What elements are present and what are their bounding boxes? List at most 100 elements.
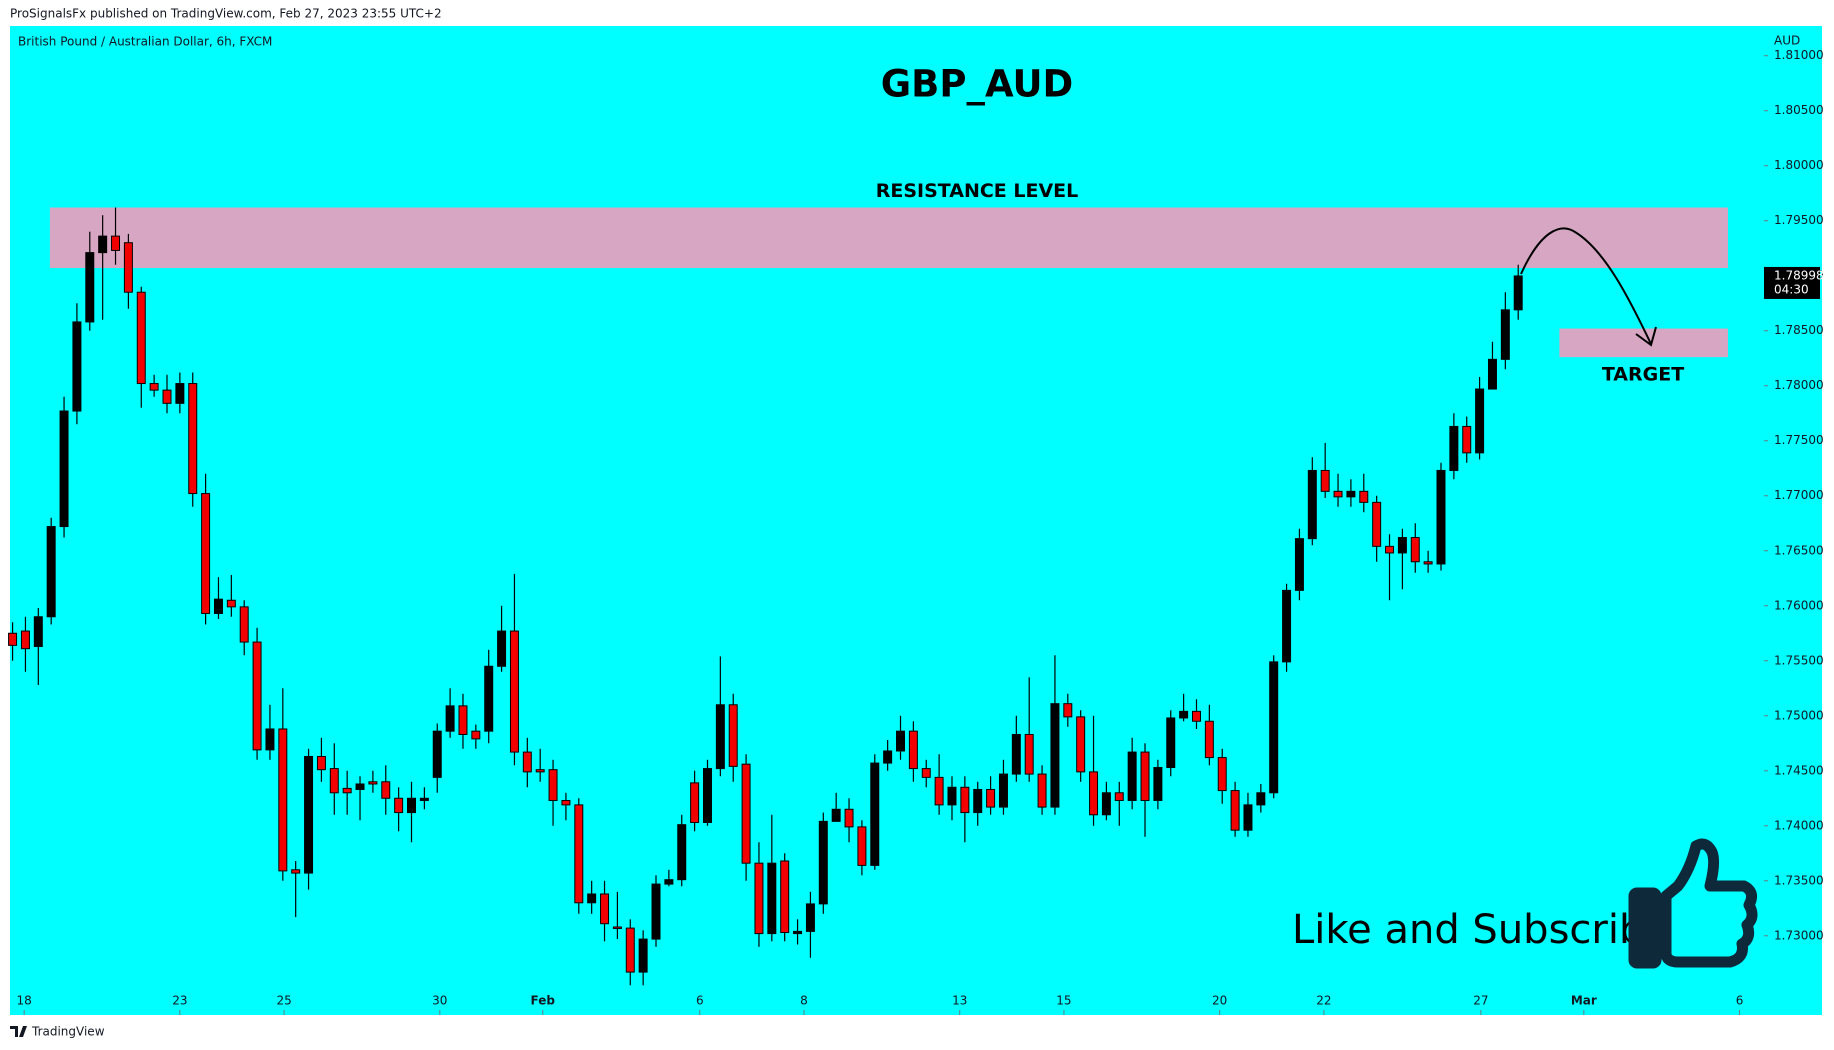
candle-body — [690, 782, 700, 823]
candle-body — [1166, 717, 1176, 768]
candle-body — [1359, 490, 1369, 503]
candle-body — [188, 383, 198, 495]
candle-body — [548, 769, 558, 801]
y-tick-label: 1.80500 — [1774, 103, 1824, 117]
candle-body — [1346, 490, 1356, 498]
candle-body — [368, 781, 378, 785]
candle-body — [1037, 773, 1047, 808]
candle-body — [1294, 538, 1304, 591]
candle-body — [407, 797, 416, 814]
chart-title: GBP_AUD — [881, 63, 1073, 106]
x-tick-label: Feb — [531, 994, 556, 1008]
y-tick-label: 1.73000 — [1774, 928, 1824, 942]
candle-body — [432, 730, 442, 778]
candle-body — [458, 705, 468, 735]
zone — [49, 207, 1728, 269]
candle-body — [574, 804, 584, 904]
candle-body — [561, 799, 571, 806]
countdown-label: 04:30 — [1774, 282, 1809, 296]
axis-unit: AUD — [1774, 34, 1800, 48]
candle-body — [1423, 561, 1433, 565]
candle-body — [625, 927, 635, 973]
candle-body — [780, 860, 790, 933]
last-price-box — [1764, 266, 1820, 299]
y-tick-label: 1.78000 — [1774, 378, 1824, 392]
x-tick-label: 8 — [800, 994, 808, 1008]
candle-body — [342, 787, 352, 794]
tv-logo: TradingView — [10, 1025, 105, 1039]
projection-arrow — [1520, 227, 1652, 345]
candle-body — [664, 879, 674, 885]
candle-body — [419, 797, 429, 801]
y-tick-label: 1.81000 — [1774, 48, 1824, 62]
candle-body — [677, 824, 687, 881]
candle-body — [136, 291, 146, 385]
candle-body — [329, 768, 339, 794]
candle-body — [857, 826, 867, 866]
candle-body — [1101, 792, 1111, 816]
candle-body — [497, 630, 507, 667]
y-tick-label: 1.76500 — [1774, 543, 1824, 557]
candle-body — [509, 630, 519, 753]
candle-body — [535, 769, 545, 773]
thumb-hand — [1660, 838, 1758, 968]
arrow-head — [1635, 326, 1657, 347]
candle-body — [754, 862, 764, 935]
candle-body — [805, 903, 815, 932]
candle-body — [59, 410, 69, 528]
candle-body — [1076, 716, 1086, 773]
y-tick-label: 1.77000 — [1774, 488, 1824, 502]
candle-body — [1153, 766, 1163, 801]
candle-body — [1385, 545, 1395, 554]
candle-body — [960, 786, 970, 814]
candle-body — [1192, 710, 1201, 722]
candle-body — [304, 755, 314, 874]
zone-label: RESISTANCE LEVEL — [876, 180, 1079, 202]
x-tick-label: 27 — [1473, 994, 1488, 1008]
candle-body — [1500, 309, 1510, 360]
candle-body — [870, 762, 880, 866]
candle-body — [702, 768, 712, 823]
candle-body — [600, 893, 610, 925]
candle-body — [1397, 537, 1407, 554]
candle-body — [1011, 733, 1021, 775]
candle-body — [741, 763, 751, 864]
x-tick-label: 20 — [1212, 994, 1227, 1008]
candle-body — [934, 776, 944, 806]
candle-body — [767, 862, 777, 935]
candle-body — [72, 321, 82, 412]
candle-body — [1282, 589, 1292, 663]
thumb-cuff — [1628, 887, 1662, 969]
candle-body — [1127, 751, 1137, 801]
x-tick-label: 13 — [952, 994, 967, 1008]
candle-body — [484, 665, 494, 732]
y-tick-label: 1.74000 — [1774, 818, 1824, 832]
candle-body — [986, 788, 996, 808]
candle-body — [291, 869, 301, 874]
x-tick-label: 6 — [696, 994, 704, 1008]
y-tick-label: 1.80000 — [1774, 158, 1824, 172]
candle-body — [1372, 501, 1382, 547]
candle-body — [175, 383, 185, 404]
candle-body — [355, 783, 365, 790]
candle-body — [1449, 425, 1459, 471]
y-tick-label: 1.75500 — [1774, 653, 1824, 667]
publisher-line: ProSignalsFx published on TradingView.co… — [10, 7, 442, 21]
x-tick-label: 6 — [1736, 994, 1744, 1008]
candle-body — [149, 383, 159, 391]
candle-body — [1269, 661, 1279, 794]
candle-body — [831, 808, 841, 822]
candle-body — [8, 632, 18, 646]
y-tick-label: 1.76000 — [1774, 598, 1824, 612]
candle-body — [1114, 792, 1124, 801]
x-tick-label: 22 — [1316, 994, 1331, 1008]
zone — [1559, 328, 1728, 358]
candle-body — [1140, 751, 1150, 801]
candle-body — [1256, 792, 1266, 806]
last-price-label: 1.78998 — [1774, 268, 1824, 282]
x-tick-label: 15 — [1056, 994, 1071, 1008]
candle-body — [252, 641, 262, 751]
x-tick-label: 30 — [432, 994, 447, 1008]
x-tick-label: Mar — [1571, 994, 1597, 1008]
candle-body — [381, 781, 391, 799]
